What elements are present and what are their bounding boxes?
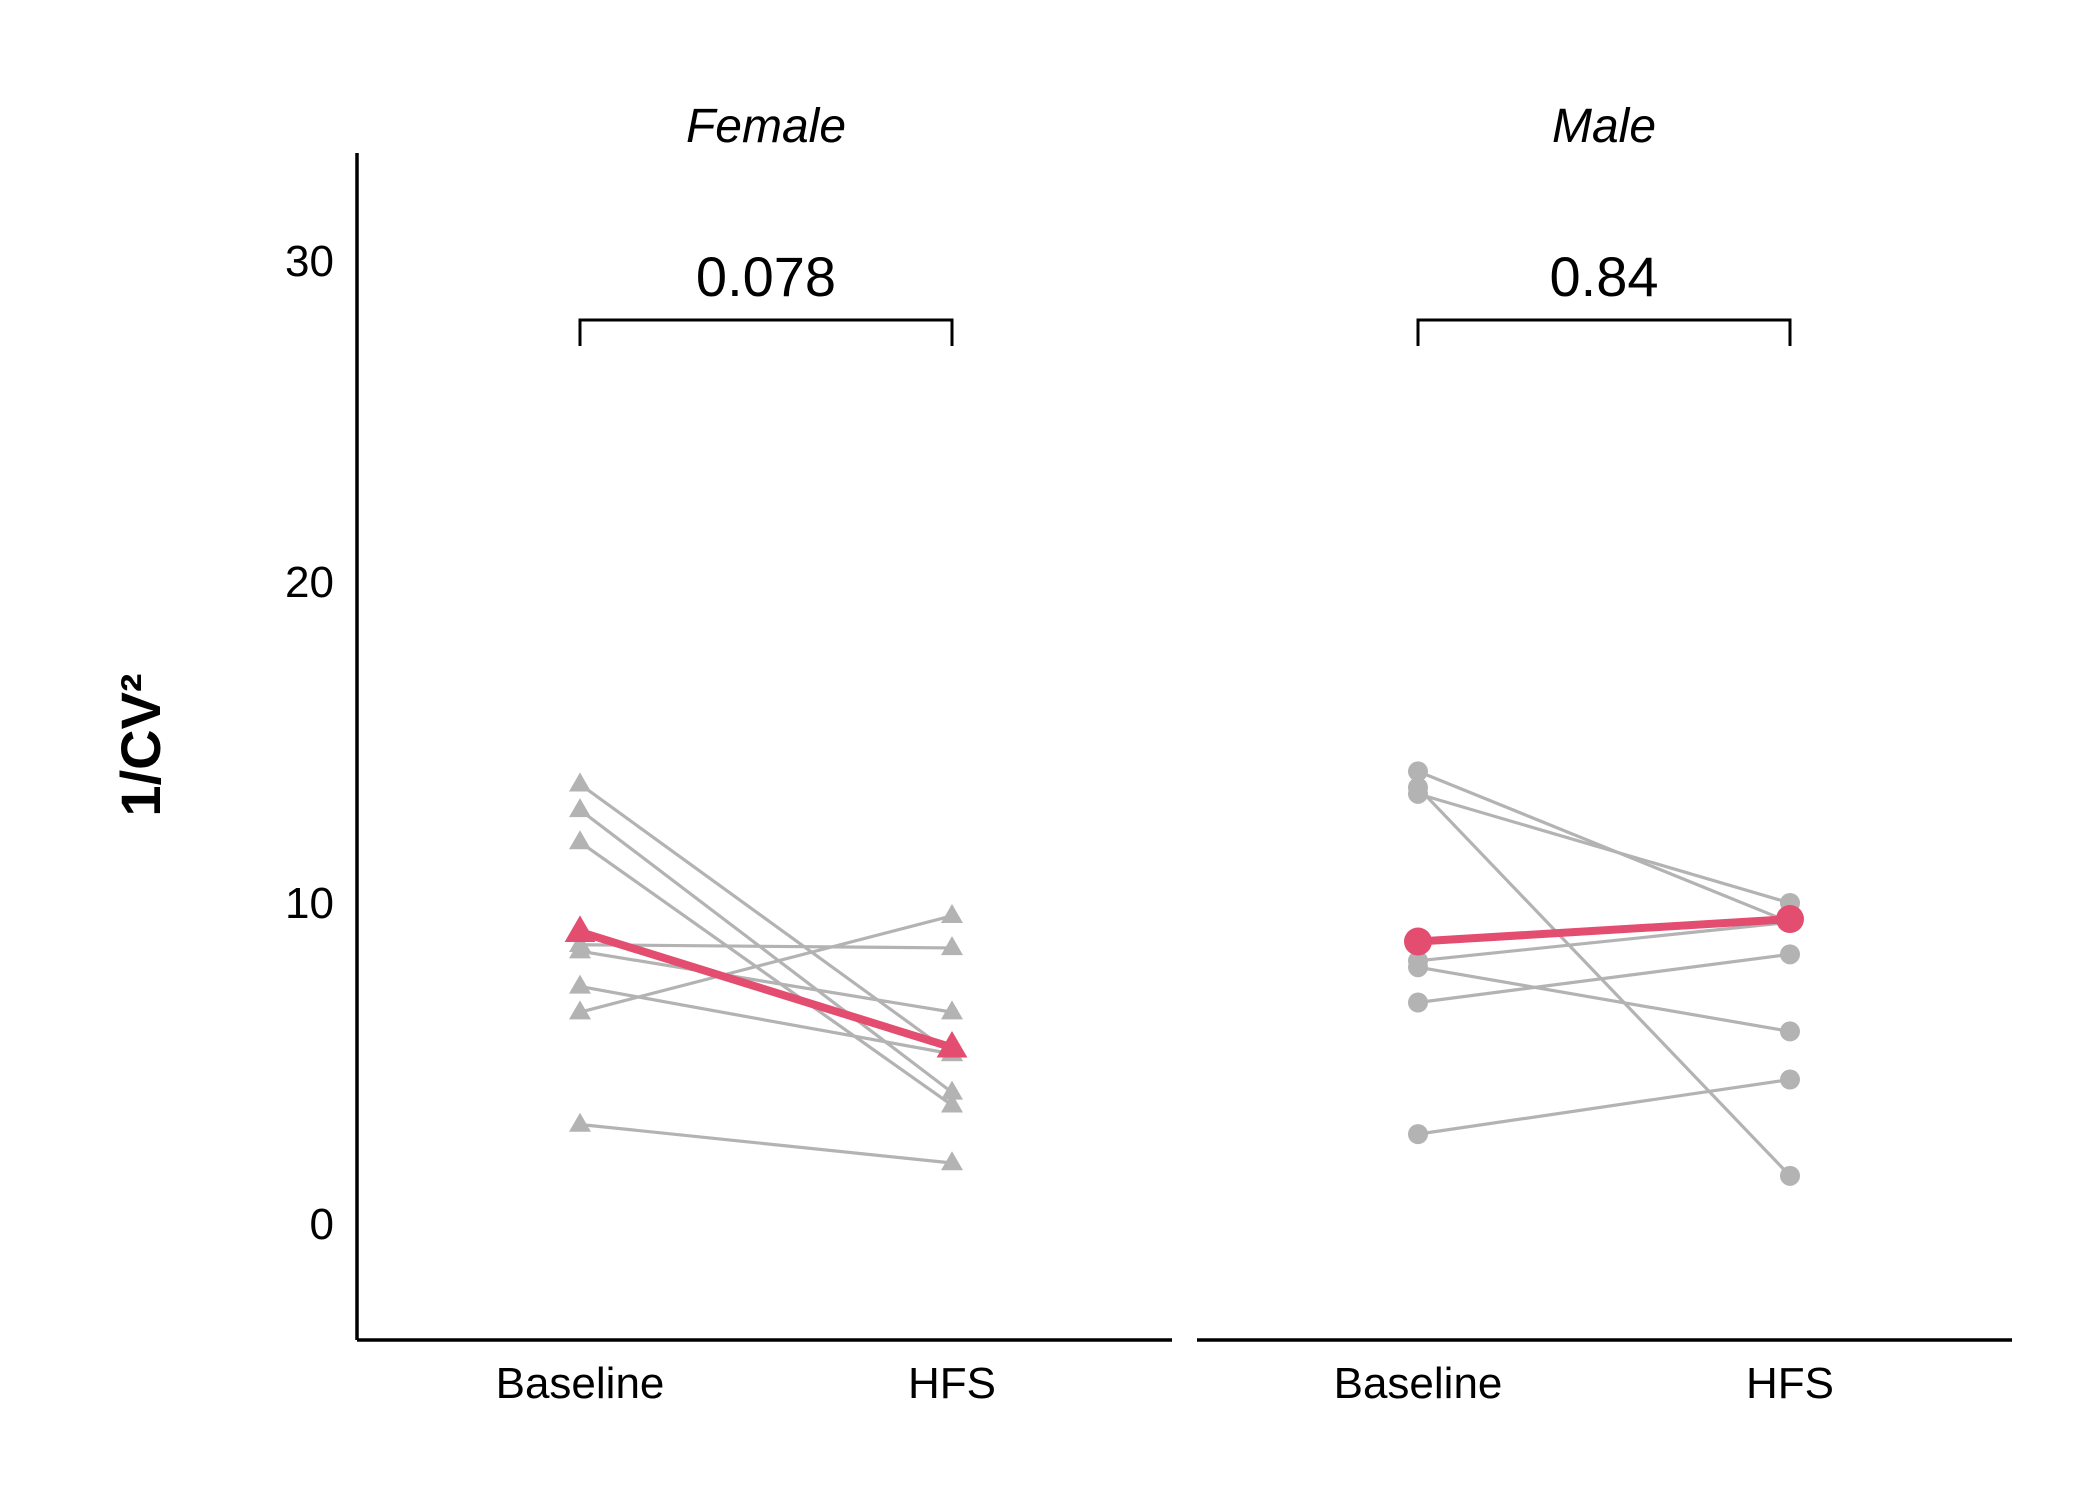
x-tick-label: HFS <box>1746 1359 1834 1408</box>
panel-female: Female Baseline HFS 0.078 <box>357 100 1172 1408</box>
individual-line <box>579 914 953 1014</box>
significance-bracket <box>1416 318 1792 346</box>
individual-point <box>941 1093 963 1113</box>
individual-line <box>1417 1077 1791 1136</box>
individual-point <box>941 1080 963 1100</box>
individual-point <box>941 1000 963 1020</box>
individual-point <box>569 772 591 792</box>
individual-point <box>1780 1021 1800 1042</box>
mean-line <box>1414 915 1794 946</box>
significance-bracket <box>578 318 954 346</box>
y-axis-label: 1/CV² <box>109 673 172 816</box>
p-value-label: 0.84 <box>1550 245 1659 308</box>
individual-line <box>579 840 953 1107</box>
panels: Female Baseline HFS 0.078 Male Baseline HFS 0.8… <box>357 100 2012 1408</box>
individual-line <box>579 782 953 1056</box>
individual-point <box>1780 944 1800 965</box>
mean-point <box>564 915 596 942</box>
individual-point <box>1408 783 1428 804</box>
individual-point <box>569 830 591 850</box>
individual-line <box>579 1122 953 1165</box>
x-tick-label: Baseline <box>496 1359 665 1408</box>
y-tick-label: 20 <box>285 558 334 607</box>
individual-point <box>569 798 591 818</box>
individual-line <box>1416 786 1792 1177</box>
y-axis-ticks: 0 10 20 30 <box>285 237 334 1249</box>
p-value-label: 0.078 <box>696 245 836 308</box>
individual-line <box>579 943 953 950</box>
mean-point <box>1404 927 1432 956</box>
individual-point <box>941 904 963 924</box>
mean-point <box>936 1030 968 1058</box>
individual-point <box>1780 1069 1800 1090</box>
individual-point <box>569 974 591 994</box>
mean-point <box>1776 905 1804 934</box>
individual-point <box>569 939 591 959</box>
individual-line <box>1417 965 1791 1033</box>
panel-male: Male Baseline HFS 0.84 <box>1197 100 2012 1408</box>
individual-line <box>579 808 953 1094</box>
mean-line <box>576 927 956 1052</box>
individual-point <box>569 1000 591 1020</box>
y-tick-label: 30 <box>285 237 334 286</box>
y-tick-label: 0 <box>310 1200 334 1249</box>
individual-line <box>1417 920 1791 963</box>
individual-point <box>1408 957 1428 978</box>
individual-point <box>1780 1165 1800 1186</box>
individual-line <box>1417 792 1791 905</box>
individual-point <box>1408 1124 1428 1145</box>
panel-title: Female <box>686 100 846 153</box>
x-tick-label: Baseline <box>1334 1359 1503 1408</box>
individual-line <box>579 949 953 1014</box>
individual-point <box>569 1112 591 1132</box>
y-tick-label: 10 <box>285 879 334 928</box>
individual-point <box>941 1151 963 1171</box>
individual-point <box>1408 992 1428 1013</box>
individual-point <box>1408 761 1428 782</box>
individual-line <box>1417 952 1791 1005</box>
x-tick-label: HFS <box>908 1359 996 1408</box>
individual-point <box>941 936 963 956</box>
panel-title: Male <box>1552 100 1656 153</box>
